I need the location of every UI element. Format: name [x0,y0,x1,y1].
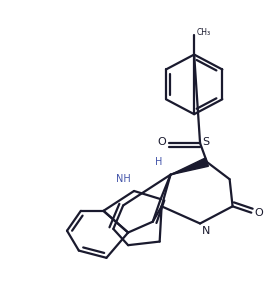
Text: N: N [202,226,210,236]
Text: CH₃: CH₃ [197,28,211,37]
Text: S: S [202,137,209,147]
Text: O: O [254,208,263,218]
Text: H: H [155,157,163,167]
Polygon shape [171,158,208,175]
Text: O: O [158,137,166,147]
Text: NH: NH [116,175,131,185]
